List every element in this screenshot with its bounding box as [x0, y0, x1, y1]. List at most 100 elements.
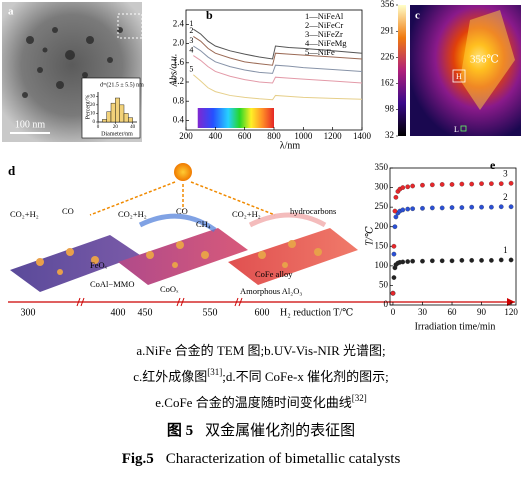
- data-point: [449, 182, 455, 187]
- spectrum-line: [193, 45, 363, 74]
- x-tick-label: 1200: [324, 131, 343, 141]
- data-point: [390, 290, 396, 296]
- data-point: [439, 258, 445, 264]
- illustration-label: CO: [62, 206, 74, 216]
- x-tick-label: 120: [504, 307, 518, 317]
- data-point: [420, 205, 425, 211]
- data-point: [479, 258, 484, 263]
- illustration-label: Amorphous Al₂O₃: [240, 286, 302, 296]
- illustration-label: CoOₓ: [160, 284, 179, 294]
- data-point: [391, 275, 397, 280]
- data-point: [439, 182, 445, 187]
- light-rays: [89, 181, 276, 216]
- spectrum-line: [193, 74, 363, 101]
- y-tick-label: 20: [90, 103, 96, 108]
- data-point: [391, 243, 397, 249]
- axis-title: H₂ reduction T/℃: [280, 307, 353, 318]
- x-axis-label: Diameter/nm: [101, 131, 133, 137]
- series-tag: 1: [189, 19, 193, 28]
- panel-c: c 356℃ H L: [398, 5, 521, 136]
- axis-label: 450: [138, 307, 153, 318]
- y-tick-label: 300: [375, 182, 389, 192]
- y-axis-label: T/℃: [364, 226, 375, 246]
- data-point: [469, 181, 475, 187]
- y-tick-label: 2.4: [173, 18, 185, 28]
- histogram-bar: [123, 113, 129, 123]
- panel-label: d: [8, 163, 16, 178]
- cold-marker: L: [454, 125, 459, 134]
- legend-entry: 1—NiFeAl: [305, 11, 344, 21]
- illustration-label: CoFe alloy: [255, 269, 293, 279]
- data-point: [391, 251, 397, 257]
- illustration-label: CoAl−MMO: [90, 279, 134, 289]
- panel-label: c: [415, 10, 420, 22]
- axis-label: 550: [203, 307, 218, 318]
- y-tick-label: 200: [375, 221, 389, 231]
- histogram-bar: [128, 117, 133, 123]
- histogram-bar: [110, 102, 116, 123]
- cold-box: [460, 125, 467, 132]
- series-label: 1: [503, 245, 508, 255]
- y-tick-label: 250: [375, 201, 389, 211]
- data-point: [400, 207, 406, 213]
- y-tick-label: 0: [384, 299, 389, 309]
- y-tick-label: 1.6: [173, 57, 185, 67]
- axis-break: [176, 297, 185, 307]
- y-tick-label: 0.8: [173, 95, 185, 105]
- illustration-label: FeOₓ: [90, 260, 108, 270]
- axis-break: [76, 297, 85, 307]
- annotation: d=(21.5 ± 5.5) nm: [100, 81, 144, 88]
- data-point: [449, 205, 455, 210]
- scale-label: 100 nm: [15, 119, 46, 130]
- colorbar-label: 291: [381, 25, 395, 35]
- y-tick-label: 50: [379, 279, 389, 289]
- y-axis-label: Percent/%: [85, 95, 91, 120]
- illustration-label: CO₂+H₂: [118, 209, 147, 219]
- y-axis-label: Abs/a.u.: [168, 54, 179, 88]
- data-point: [489, 258, 494, 263]
- data-point: [508, 180, 514, 186]
- data-point: [405, 184, 411, 190]
- colorbar-label: 162: [381, 78, 395, 88]
- axis-label: 600: [255, 307, 270, 318]
- data-point: [420, 182, 425, 188]
- caption-line: a.NiFe 合金的 TEM 图;b.UV-Vis-NIR 光谱图;: [136, 343, 385, 358]
- caption-ref: [32]: [352, 393, 367, 403]
- hot-label: 356℃: [470, 54, 499, 66]
- axis-label: 300: [21, 307, 36, 318]
- x-tick-label: 90: [477, 307, 487, 317]
- data-point: [479, 204, 484, 210]
- series-label: 2: [503, 192, 508, 202]
- data-point: [508, 257, 514, 263]
- x-tick-label: 60: [448, 307, 458, 317]
- catalyst-plate: [118, 228, 248, 285]
- spectrum: [197, 108, 274, 128]
- data-point: [469, 204, 475, 210]
- caption-line: e.CoFe 合金的温度随时间变化曲线[32]: [155, 393, 366, 410]
- legend-entry: 2—NiFeCr: [305, 20, 343, 30]
- flow-arrow: [138, 213, 217, 233]
- illustration-label: hydrocarbons: [290, 206, 336, 216]
- caption-text: e.CoFe 合金的温度随时间变化曲线: [155, 395, 351, 410]
- data-point: [400, 185, 406, 190]
- y-tick-label: 0.4: [173, 114, 185, 124]
- clusters: [36, 240, 322, 275]
- data-point: [508, 204, 514, 210]
- data-point: [400, 259, 406, 265]
- panel-label: e: [490, 158, 496, 172]
- data-point: [405, 206, 411, 212]
- data-point: [420, 258, 425, 264]
- x-tick-label: 600: [238, 131, 252, 141]
- series-tag: 2: [189, 26, 193, 35]
- histogram-bar: [119, 104, 125, 123]
- figure-number: Fig.5: [122, 451, 154, 467]
- data-point: [459, 181, 465, 187]
- data-point: [459, 258, 465, 263]
- colorbar: [398, 5, 406, 136]
- panel-a: 100 nm a: [2, 2, 143, 142]
- panel-label: b: [206, 8, 213, 22]
- data-point: [393, 195, 399, 200]
- data-point: [489, 204, 494, 210]
- sun: [174, 163, 192, 181]
